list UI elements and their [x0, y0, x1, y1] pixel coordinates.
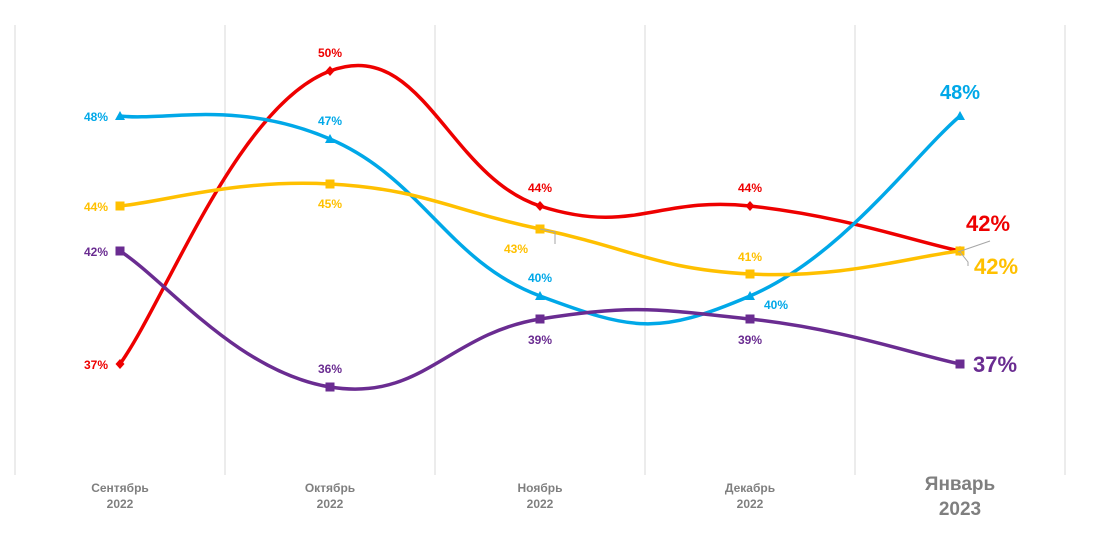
purple-marker-0 — [115, 246, 125, 256]
purple-series-line — [118, 249, 962, 391]
red-data-label-3: 44% — [738, 181, 762, 195]
blue-data-label-1: 47% — [318, 114, 342, 128]
red-label-leader — [957, 240, 991, 253]
red-data-label-1: 50% — [318, 46, 342, 60]
red-marker-0 — [115, 359, 125, 369]
yellow-data-label-0: 44% — [84, 200, 108, 214]
data-markers — [115, 66, 965, 392]
yellow-nov-label-leader — [539, 228, 556, 244]
blue-marker-3 — [745, 291, 755, 300]
yellow-marker-1 — [325, 179, 335, 189]
blue-data-label-4: 48% — [940, 82, 980, 104]
yellow-data-label-4: 42% — [974, 254, 1018, 279]
blue-marker-2 — [535, 291, 545, 300]
x-label-year-0: 2022 — [107, 497, 134, 511]
yellow-label-leader — [959, 251, 969, 266]
yellow-data-label-2: 43% — [504, 242, 528, 256]
purple-marker-1 — [325, 382, 335, 392]
blue-marker-0 — [115, 111, 125, 120]
purple-marker-2 — [535, 314, 545, 324]
grid-lines — [14, 25, 1066, 475]
x-label-month-1: Октябрь — [305, 481, 355, 495]
yellow-data-label-3: 41% — [738, 250, 762, 264]
purple-data-label-3: 39% — [738, 333, 762, 347]
x-label-year-3: 2022 — [737, 497, 764, 511]
x-label-month-3: Декабрь — [725, 481, 775, 495]
x-label-month-4: Январь — [925, 474, 995, 495]
yellow-marker-0 — [115, 201, 125, 211]
blue-data-label-2: 40% — [528, 271, 552, 285]
purple-data-label-1: 36% — [318, 362, 342, 376]
purple-marker-3 — [745, 314, 755, 324]
x-axis-labels: Сентябрь 2022 Октябрь 2022 Ноябрь 2022 Декабрь… — [91, 474, 995, 520]
purple-data-label-4: 37% — [973, 352, 1017, 377]
x-label-year-1: 2022 — [317, 497, 344, 511]
yellow-marker-3 — [745, 269, 755, 279]
x-label-year-4: 2023 — [939, 499, 981, 520]
red-data-label-2: 44% — [528, 181, 552, 195]
x-label-month-0: Сентябрь — [91, 481, 149, 495]
red-marker-2 — [535, 201, 545, 211]
blue-data-label-0: 48% — [84, 110, 108, 124]
data-labels: 37% 50% 44% 44% 42% 48% 47% 40% 40% 48% 44% 45% 43% 4… — [84, 46, 1018, 377]
red-marker-1 — [325, 66, 335, 76]
red-series-line — [118, 63, 962, 366]
x-label-month-2: Ноябрь — [518, 481, 563, 495]
red-data-label-0: 37% — [84, 358, 108, 372]
red-data-label-4: 42% — [966, 211, 1010, 236]
blue-data-label-3: 40% — [764, 298, 788, 312]
blue-marker-4 — [955, 111, 965, 120]
blue-marker-1 — [325, 134, 335, 143]
purple-marker-4 — [955, 359, 965, 369]
yellow-data-label-1: 45% — [318, 197, 342, 211]
red-marker-3 — [745, 201, 755, 211]
purple-data-label-0: 42% — [84, 245, 108, 259]
x-label-year-2: 2022 — [527, 497, 554, 511]
purple-data-label-2: 39% — [528, 333, 552, 347]
